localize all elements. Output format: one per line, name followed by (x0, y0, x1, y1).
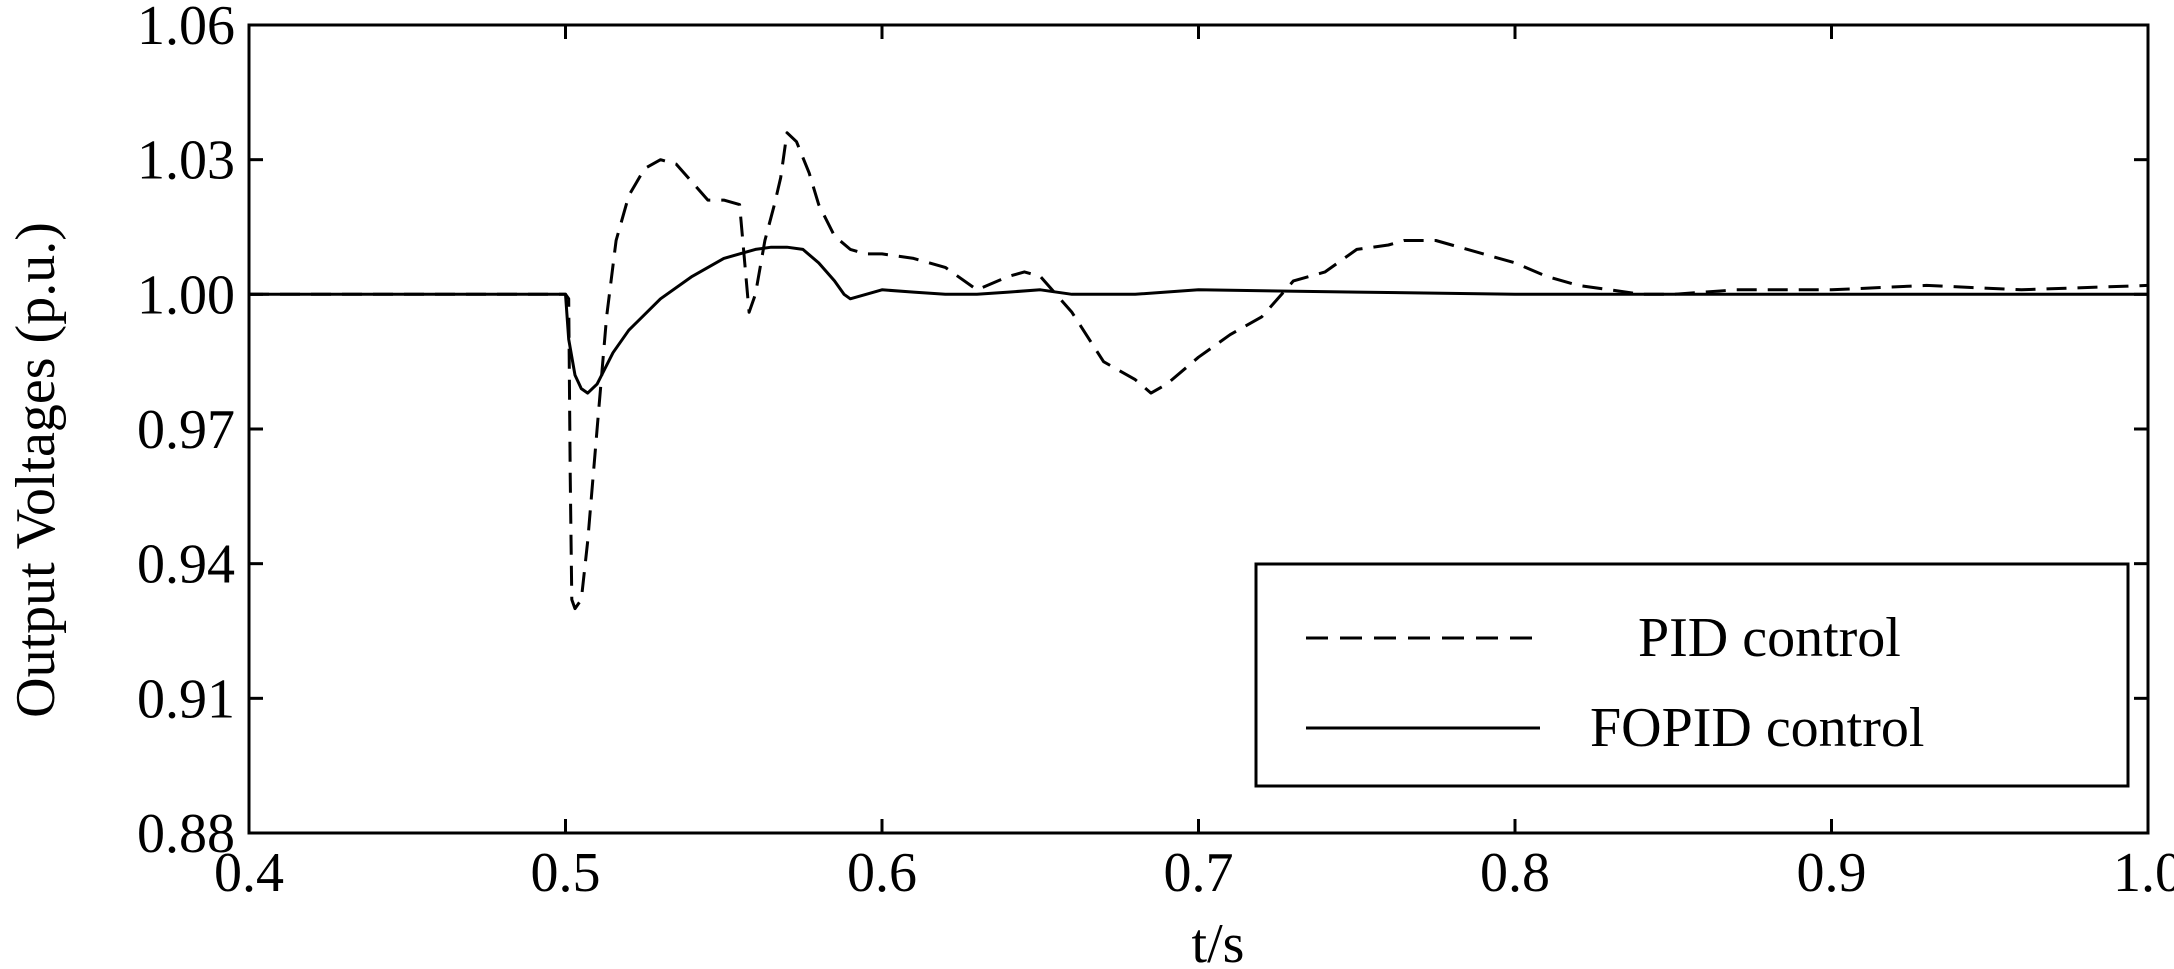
x-tick-label: 0.6 (847, 842, 917, 904)
plot-area (249, 131, 2149, 611)
y-tick-label: 0.88 (137, 803, 235, 865)
x-tick-label: 0.7 (1164, 842, 1234, 904)
y-tick-label: 1.03 (137, 130, 235, 192)
legend-label-fopid: FOPID control (1590, 697, 1924, 759)
series-line-fopid (249, 245, 2148, 395)
x-tick-label: 0.5 (531, 842, 601, 904)
x-tick-label: 0.9 (1797, 842, 1867, 904)
y-tick-label: 1.06 (137, 0, 235, 57)
x-axis-title: t/s (1192, 913, 1245, 969)
y-axis-title: Output Voltages (p.u.) (5, 222, 67, 718)
x-tick-label: 0.4 (214, 842, 284, 904)
y-tick-label: 1.00 (137, 264, 235, 326)
x-tick-label: 0.8 (1480, 842, 1550, 904)
axes: 0.4 0.5 0.6 0.7 0.8 0.9 1.0 0.88 0.91 0.94 0.97 1.0… (137, 0, 2174, 904)
x-tick-label: 1.0 (2113, 842, 2174, 904)
legend: PID control FOPID control (1254, 562, 2130, 788)
legend-label-pid: PID control (1638, 607, 1901, 669)
series-line-pid (249, 131, 2149, 611)
y-tick-label: 0.94 (137, 534, 235, 596)
y-tick-label: 0.97 (137, 399, 235, 461)
y-tick-label: 0.91 (137, 668, 235, 730)
legend-box (1254, 562, 2130, 788)
